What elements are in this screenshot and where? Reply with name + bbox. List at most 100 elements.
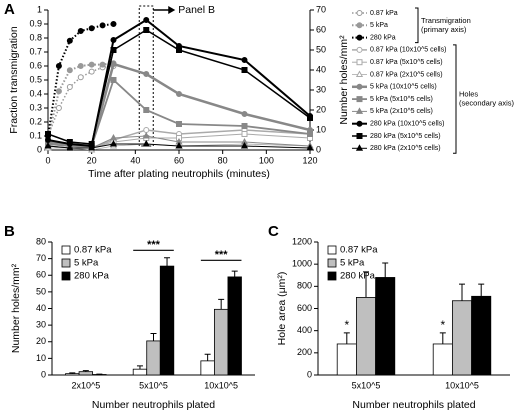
marker — [143, 17, 150, 23]
marker — [241, 123, 248, 129]
legend-label: 5 kPa (2x10^5 cells) — [370, 108, 433, 115]
tick-label: 0.8 — [29, 32, 42, 42]
marker — [241, 111, 248, 117]
legend-label: 0.87 kPa (5x10^5 cells) — [370, 59, 443, 66]
marker — [356, 83, 363, 90]
error-bar — [459, 283, 465, 301]
significance-label: *** — [147, 239, 161, 251]
marker — [55, 105, 62, 111]
tick-label: 0 — [37, 144, 42, 154]
legend-group-label: Holes — [459, 90, 478, 99]
marker — [110, 47, 117, 53]
legend-label: 0.87 kPa — [74, 245, 112, 256]
legend-swatch — [61, 245, 71, 255]
tick-label: 80 — [218, 155, 228, 165]
bar — [132, 368, 148, 376]
legend-swatch — [61, 258, 71, 268]
x-tick-label: 10x10^5 — [204, 380, 238, 390]
marker — [99, 61, 106, 68]
tick-label: 40 — [316, 64, 326, 74]
error-bar — [231, 270, 238, 277]
tick-label: 0 — [41, 369, 46, 379]
tick-label: 60 — [36, 270, 46, 280]
legend-label: 280 kPa — [340, 271, 376, 282]
legend-label: 0.87 kPa — [340, 245, 378, 256]
bar — [159, 265, 175, 376]
marker — [55, 88, 62, 95]
series-line — [47, 78, 311, 147]
tick-label: 60 — [174, 155, 184, 165]
significance-label: * — [440, 318, 445, 332]
legend-label: 5 kPa — [74, 258, 99, 269]
legend-label: 0.87 kPa — [370, 10, 398, 17]
marker — [66, 37, 73, 44]
x-tick-label: 2x10^5 — [71, 380, 100, 390]
y2-axis-label: Number holes/mm² — [338, 35, 350, 125]
marker — [77, 74, 84, 81]
marker — [45, 131, 51, 137]
error-bar — [382, 262, 389, 278]
bar — [375, 277, 396, 376]
panel-label: A — [4, 1, 15, 18]
tick-label: 70 — [36, 253, 46, 263]
marker — [110, 77, 117, 83]
tick-label: 20 — [316, 104, 326, 114]
marker — [142, 139, 150, 147]
significance-label: *** — [215, 249, 229, 261]
error-bar — [478, 283, 485, 297]
error-bar — [164, 257, 171, 267]
marker — [356, 10, 363, 16]
marker — [356, 34, 363, 41]
error-bar — [218, 298, 225, 310]
marker — [66, 67, 73, 74]
marker — [143, 127, 150, 133]
marker — [142, 131, 150, 139]
bar — [432, 343, 453, 376]
bar — [336, 343, 357, 376]
marker — [241, 131, 248, 137]
marker — [88, 25, 95, 32]
legend-group-label: (primary axis) — [421, 25, 467, 34]
marker — [88, 68, 95, 75]
marker — [356, 46, 363, 53]
legend-label: 280 kPa — [370, 34, 396, 41]
legend-label: 0.87 kPa (10x10^5 cells) — [370, 47, 446, 54]
tick-label: 20 — [87, 155, 97, 165]
legend-group-label: (secondary axis) — [459, 99, 515, 108]
marker — [307, 115, 313, 121]
marker — [110, 37, 117, 43]
error-bar — [439, 332, 446, 344]
tick-label: 10 — [36, 353, 46, 363]
tick-label: 0.7 — [29, 46, 42, 56]
marker — [176, 47, 182, 53]
tick-label: 1 — [37, 4, 42, 14]
panel-label: B — [4, 223, 15, 240]
tick-label: 10 — [316, 124, 326, 134]
legend-swatch — [327, 271, 337, 281]
x-axis-label: Number neutrophils plated — [92, 399, 215, 411]
marker — [143, 71, 150, 77]
marker — [176, 91, 182, 97]
marker — [88, 143, 96, 151]
marker — [44, 141, 52, 149]
bar — [451, 300, 472, 376]
legend-label: 280 kPa (5x10^5 cells) — [370, 133, 441, 140]
panel-label: C — [268, 223, 279, 240]
error-bar — [343, 332, 350, 344]
legend-swatch — [61, 271, 71, 281]
marker — [356, 96, 363, 103]
bar — [146, 340, 161, 376]
marker — [176, 121, 182, 127]
legend-label: 5 kPa — [340, 258, 365, 269]
error-bar — [363, 271, 369, 298]
marker — [77, 63, 84, 69]
bar — [200, 360, 215, 376]
y-axis-label: Fraction transmigration — [8, 26, 20, 134]
legend-label: 5 kPa — [370, 22, 388, 29]
marker — [88, 61, 95, 68]
tick-label: 0.5 — [29, 74, 42, 84]
marker — [143, 107, 150, 113]
annotation: Panel B — [178, 4, 215, 16]
tick-label: 600 — [297, 303, 312, 313]
